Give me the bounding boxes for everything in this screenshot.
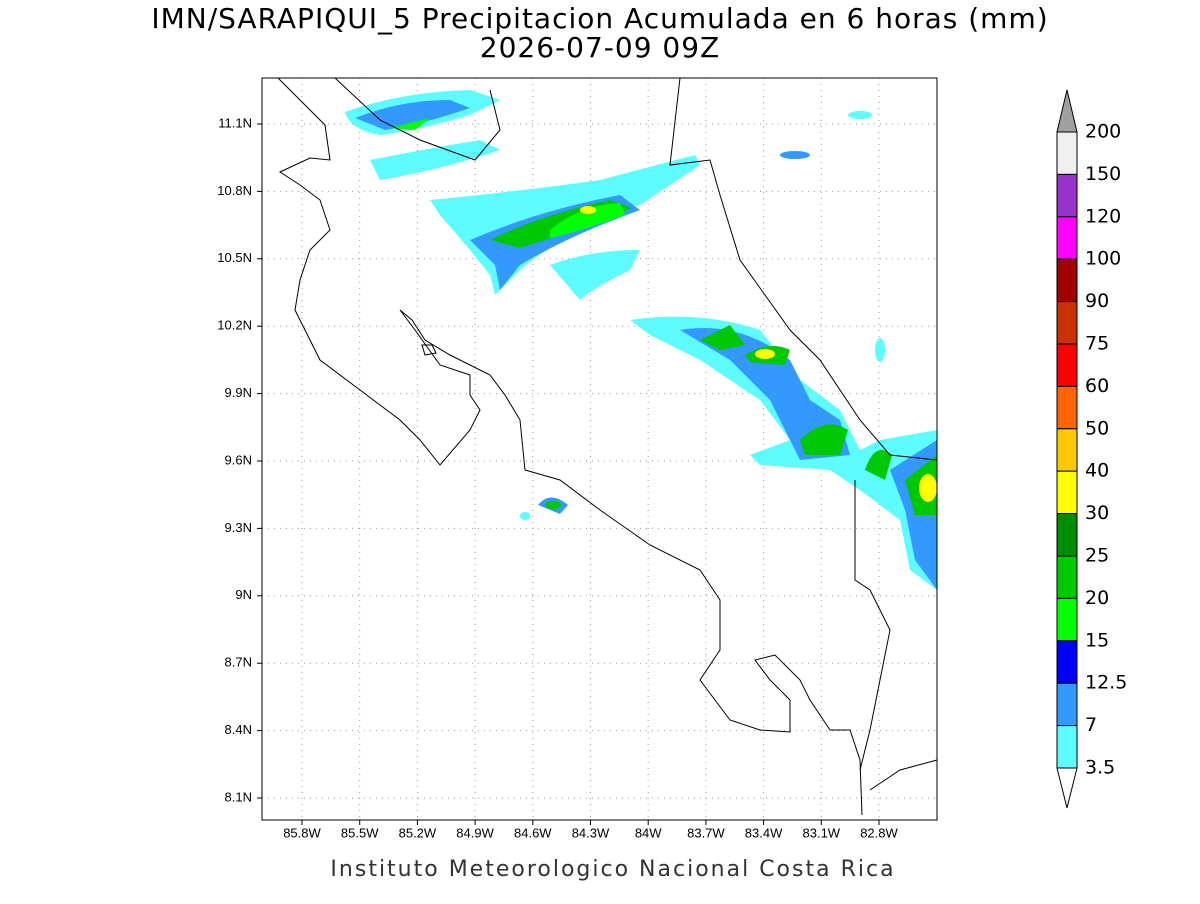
rain-area: [355, 100, 470, 130]
lon-label: 84W: [635, 825, 662, 840]
colorbar-label: 150: [1085, 163, 1121, 185]
lat-label: 8.1N: [225, 789, 252, 804]
lat-label: 9N: [235, 587, 252, 602]
colorbar-segment: [1056, 343, 1078, 387]
nicaragua-border: [334, 77, 501, 161]
subtitle: 2026-07-09 09Z: [480, 31, 720, 64]
colorbar-segment: [1056, 428, 1078, 472]
rain-area: [755, 349, 775, 359]
coast-pacific: [277, 77, 863, 816]
rain-area: [390, 118, 430, 130]
rain-area: [848, 111, 872, 119]
lon-label: 85.8W: [283, 825, 321, 840]
colorbar-label: 40: [1085, 460, 1109, 482]
colorbar-label: 7: [1085, 714, 1097, 736]
lon-label: 84.6W: [514, 825, 552, 840]
rain-area: [520, 512, 530, 520]
colorbar-segment: [1056, 725, 1078, 769]
lon-label: 84.3W: [572, 825, 610, 840]
colorbar-segment: [1056, 597, 1078, 642]
rain-area: [630, 316, 937, 590]
colorbar-segment: [1056, 513, 1078, 557]
lon-label: 83.4W: [745, 825, 783, 840]
colorbar-segment: [1056, 682, 1078, 727]
rain-area: [580, 206, 596, 214]
rain-area: [680, 328, 850, 460]
colorbar-arrow: [1056, 767, 1078, 809]
precipitation: [345, 90, 937, 590]
lat-label: 8.7N: [225, 655, 252, 670]
lon-label: 85.2W: [399, 825, 437, 840]
coast-caribbean: [669, 77, 938, 461]
rain-area: [780, 151, 810, 159]
rain-area: [800, 424, 848, 455]
grid: [262, 78, 937, 820]
colorbar-label: 90: [1085, 290, 1109, 312]
colorbar-label: 120: [1085, 205, 1121, 227]
island: [421, 344, 437, 356]
colorbar-arrow: [1056, 89, 1078, 133]
lat-label: 11.1N: [218, 115, 252, 130]
lat-label: 10.2N: [217, 318, 252, 333]
colorbar-segment: [1056, 385, 1078, 430]
lon-label: 85.5W: [341, 825, 379, 840]
coast-panama: [869, 759, 938, 791]
map-frame: [261, 77, 938, 821]
title: IMN/SARAPIQUI_5 Precipitacion Acumulada …: [151, 2, 1048, 35]
coastline: [277, 77, 938, 816]
colorbar-segment: [1056, 640, 1078, 684]
colorbar-label: 75: [1085, 333, 1109, 355]
colorbar-segment: [1056, 131, 1078, 175]
lon-label: 83.1W: [803, 825, 841, 840]
colorbar-label: 25: [1085, 545, 1109, 567]
colorbar-segment: [1056, 258, 1078, 303]
colorbar: 200 150 120 100 90 75 60 50 40 30 25 20 15 12.5 7 3.5: [1056, 89, 1127, 809]
lat-label: 9.6N: [225, 452, 252, 467]
rain-area: [370, 140, 500, 180]
lat-label: 9.9N: [225, 385, 252, 400]
colorbar-label: 200: [1085, 121, 1121, 143]
colorbar-label: 12.5: [1085, 672, 1127, 694]
lon-label: 83.7W: [687, 825, 725, 840]
colorbar-label: 20: [1085, 587, 1109, 609]
rain-area: [865, 450, 892, 480]
lat-label: 9.3N: [225, 520, 252, 535]
lat-label: 8.4N: [225, 722, 252, 737]
colorbar-label: 50: [1085, 417, 1109, 439]
rain-area: [700, 325, 745, 350]
footer: Instituto Meteorologico Nacional Costa R…: [330, 857, 895, 882]
colorbar-segment: [1056, 301, 1078, 345]
colorbar-segment: [1056, 470, 1078, 515]
colorbar-label: 3.5: [1085, 757, 1115, 779]
axis-labels: 85.8W 85.5W 85.2W 84.9W 84.6W 84.3W 84W 83.7W 83…: [217, 115, 898, 840]
lon-label: 82.8W: [860, 825, 898, 840]
rain-area: [875, 338, 885, 362]
colorbar-segment: [1056, 173, 1078, 218]
lon-label: 84.9W: [456, 825, 494, 840]
colorbar-segment: [1056, 555, 1078, 599]
panama-border: [854, 480, 891, 771]
colorbar-label: 15: [1085, 629, 1109, 651]
map: 85.8W 85.5W 85.2W 84.9W 84.6W 84.3W 84W 83.7W 83…: [217, 77, 938, 840]
colorbar-label: 30: [1085, 502, 1109, 524]
rain-area: [550, 203, 625, 238]
colorbar-label: 60: [1085, 375, 1109, 397]
lat-label: 10.5N: [217, 250, 252, 265]
colorbar-label: 100: [1085, 248, 1121, 270]
colorbar-segment: [1056, 216, 1078, 260]
rain-area: [919, 474, 937, 502]
rain-area: [545, 501, 561, 509]
rain-area: [550, 250, 640, 300]
lat-label: 10.8N: [217, 183, 252, 198]
